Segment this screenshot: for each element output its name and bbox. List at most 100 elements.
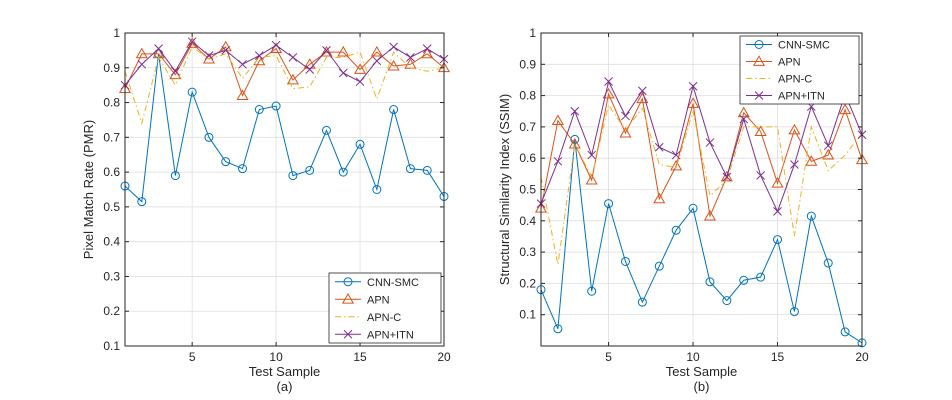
data-point — [553, 324, 563, 334]
data-point — [553, 156, 563, 166]
legend-box — [739, 35, 860, 105]
data-point — [422, 44, 432, 54]
legend-label: APN-C — [778, 74, 812, 86]
chart-panel-b: 0.10.20.30.40.50.60.70.80.915 10 15 20Test … — [497, 26, 869, 394]
data-point — [204, 51, 214, 60]
y-tick-label: 0.4 — [103, 235, 120, 249]
data-point — [722, 172, 732, 182]
data-point — [387, 59, 400, 71]
data-point — [604, 77, 613, 86]
legend-item: APN — [746, 55, 801, 69]
legend-box — [328, 272, 442, 344]
x-tick-label: 15 — [771, 350, 785, 364]
legend-label: APN+ITN — [367, 329, 414, 341]
series-apn-c — [540, 103, 863, 265]
data-point — [389, 42, 398, 52]
data-point — [739, 275, 749, 285]
data-point — [670, 159, 683, 171]
data-point — [320, 45, 333, 57]
data-point — [756, 272, 766, 282]
data-point — [171, 66, 180, 76]
data-point — [372, 185, 382, 194]
data-point — [638, 86, 647, 96]
legend-item: APN-C — [335, 312, 401, 324]
data-point — [822, 148, 835, 160]
y-tick-label: 0.5 — [103, 200, 120, 214]
series-line — [540, 80, 863, 213]
data-point — [686, 97, 700, 108]
y-tick-label: 0.2 — [519, 276, 536, 290]
x-tick-label: 20 — [437, 350, 451, 364]
y-tick-label: 0.8 — [103, 96, 120, 110]
data-point — [839, 103, 852, 115]
y-tick-label: 0.6 — [519, 151, 536, 165]
data-point — [338, 68, 348, 78]
data-point — [654, 142, 664, 152]
figure-caption: (b) — [694, 379, 710, 394]
data-point — [806, 211, 816, 221]
data-point — [773, 207, 782, 216]
y-tick-label: 0.7 — [519, 120, 536, 134]
data-point — [337, 45, 350, 57]
legend: CNN-SMC APN APN-C APN+ITN — [739, 35, 860, 105]
y-tick-label: 1 — [113, 26, 120, 40]
legend-marker — [752, 55, 766, 66]
y-tick-label: 0.9 — [519, 57, 536, 71]
data-point — [170, 171, 180, 181]
data-point — [137, 197, 147, 207]
legend-label: APN — [778, 57, 801, 69]
data-point — [238, 164, 248, 174]
data-point — [286, 73, 299, 85]
data-point — [422, 165, 432, 175]
y-tick-label: 0.6 — [103, 165, 120, 179]
legend-label: CNN-SMC — [778, 40, 830, 52]
data-point — [271, 101, 281, 111]
x-tick-label: 10 — [269, 350, 283, 364]
data-point — [587, 286, 597, 296]
legend-item: APN — [335, 293, 390, 306]
legend-marker — [343, 277, 353, 287]
data-point — [789, 307, 799, 317]
data-point — [322, 46, 331, 55]
data-point — [620, 256, 630, 266]
data-point — [790, 160, 799, 169]
data-point — [722, 296, 732, 306]
y-tick-label: 0.9 — [103, 61, 120, 75]
x-tick-label: 20 — [855, 350, 869, 364]
data-point — [754, 125, 767, 136]
data-point — [823, 258, 833, 268]
data-point — [204, 132, 214, 142]
data-point — [840, 327, 850, 337]
data-point — [355, 139, 365, 149]
data-point — [637, 297, 647, 307]
data-point — [254, 105, 264, 115]
series-apn-c — [124, 46, 445, 126]
data-point — [756, 171, 765, 180]
data-point — [805, 155, 818, 166]
y-axis-label: Structural Similarity Index (SSIM) — [497, 94, 512, 285]
legend-item: APN+ITN — [335, 329, 414, 341]
legend-marker — [754, 91, 764, 100]
data-point — [585, 173, 598, 185]
x-tick-label: 5 — [605, 350, 612, 364]
data-point — [771, 177, 784, 188]
data-point — [389, 105, 399, 115]
series-cnn-smc — [536, 134, 867, 348]
axes-box — [124, 32, 445, 347]
y-tick-label: 0.1 — [103, 339, 120, 353]
data-point — [254, 51, 264, 60]
data-point — [135, 47, 148, 59]
legend-item: APN-C — [746, 74, 812, 86]
data-point — [321, 125, 331, 135]
data-point — [551, 114, 564, 126]
data-point — [305, 165, 315, 175]
data-point — [154, 44, 163, 54]
data-point — [421, 47, 434, 59]
data-point — [739, 114, 749, 124]
data-point — [788, 123, 801, 135]
series-line — [124, 42, 445, 97]
legend-item: CNN-SMC — [746, 40, 830, 52]
series-line — [124, 53, 445, 203]
data-point — [137, 59, 147, 69]
